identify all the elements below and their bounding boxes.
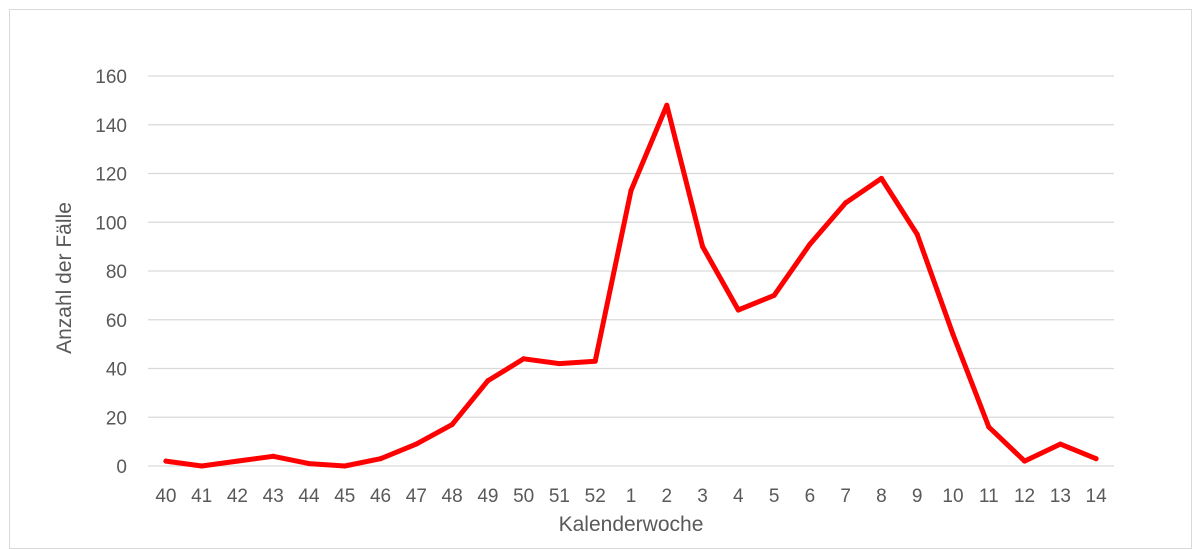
x-tick-label: 49: [477, 486, 498, 507]
x-tick-label: 2: [661, 486, 672, 507]
data-point: [1057, 441, 1063, 447]
x-tick-label: 13: [1050, 486, 1071, 507]
gridlines: [148, 75, 1114, 467]
x-tick-label: 3: [697, 486, 708, 507]
x-tick-label: 46: [370, 486, 391, 507]
data-point: [878, 175, 884, 181]
data-point: [306, 461, 312, 467]
x-tick-label: 42: [227, 486, 248, 507]
x-tick-label: 12: [1014, 486, 1035, 507]
data-point: [521, 356, 527, 362]
data-point: [807, 241, 813, 247]
x-tick-label: 40: [155, 486, 176, 507]
data-point: [556, 361, 562, 367]
y-tick-label: 80: [106, 262, 127, 283]
y-tick-label: 60: [106, 311, 127, 332]
x-tick-label: 6: [805, 486, 816, 507]
x-tick-label: 4: [733, 486, 744, 507]
y-axis-title: Anzahl der Fälle: [53, 202, 76, 354]
x-axis-ticks: 40 41 42 43 44 45 46 47 48 49 50 51 52 1 2 3 4 5 6 7 8 9 10 11 1…: [155, 486, 1107, 507]
y-tick-label: 0: [116, 457, 127, 478]
x-tick-label: 14: [1086, 486, 1108, 507]
y-axis-ticks: 0 20 40 60 80 100 120 140 160: [95, 67, 127, 478]
x-tick-label: 41: [191, 486, 212, 507]
x-tick-label: 11: [979, 486, 999, 507]
data-point: [1093, 456, 1099, 462]
data-point: [771, 292, 777, 298]
x-tick-label: 51: [549, 486, 570, 507]
chart-area: [9, 9, 1192, 549]
data-point: [735, 307, 741, 313]
y-tick-label: 120: [95, 165, 127, 186]
y-tick-label: 20: [106, 408, 127, 429]
data-point: [664, 102, 670, 108]
x-tick-label: 52: [585, 486, 606, 507]
data-point: [234, 458, 240, 464]
data-point: [163, 458, 169, 464]
y-tick-label: 100: [95, 213, 127, 234]
y-tick-label: 160: [95, 67, 127, 88]
x-tick-label: 50: [513, 486, 534, 507]
x-tick-label: 10: [942, 486, 963, 507]
data-point: [628, 188, 634, 194]
data-point: [413, 441, 419, 447]
series-layer: [163, 102, 1099, 469]
x-tick-label: 44: [298, 486, 320, 507]
data-point: [270, 453, 276, 459]
x-tick-label: 1: [626, 486, 637, 507]
data-point: [485, 378, 491, 384]
data-point: [378, 456, 384, 462]
x-tick-label: 43: [263, 486, 284, 507]
x-tick-label: 9: [912, 486, 923, 507]
x-tick-label: 7: [840, 486, 851, 507]
data-point: [914, 231, 920, 237]
y-tick-label: 40: [106, 360, 127, 381]
data-point: [700, 244, 706, 250]
series-line: [163, 102, 1099, 469]
x-axis-title: Kalenderwoche: [559, 513, 704, 536]
x-tick-label: 47: [406, 486, 427, 507]
y-tick-label: 140: [95, 116, 127, 137]
data-point: [592, 358, 598, 364]
x-tick-label: 8: [876, 486, 887, 507]
data-point: [342, 463, 348, 469]
data-point: [199, 463, 205, 469]
data-point: [986, 424, 992, 430]
data-point: [1022, 458, 1028, 464]
x-tick-label: 5: [769, 486, 780, 507]
x-tick-label: 48: [442, 486, 463, 507]
data-point: [950, 331, 956, 337]
x-tick-label: 45: [334, 486, 355, 507]
data-point: [449, 422, 455, 428]
data-point: [843, 200, 849, 206]
